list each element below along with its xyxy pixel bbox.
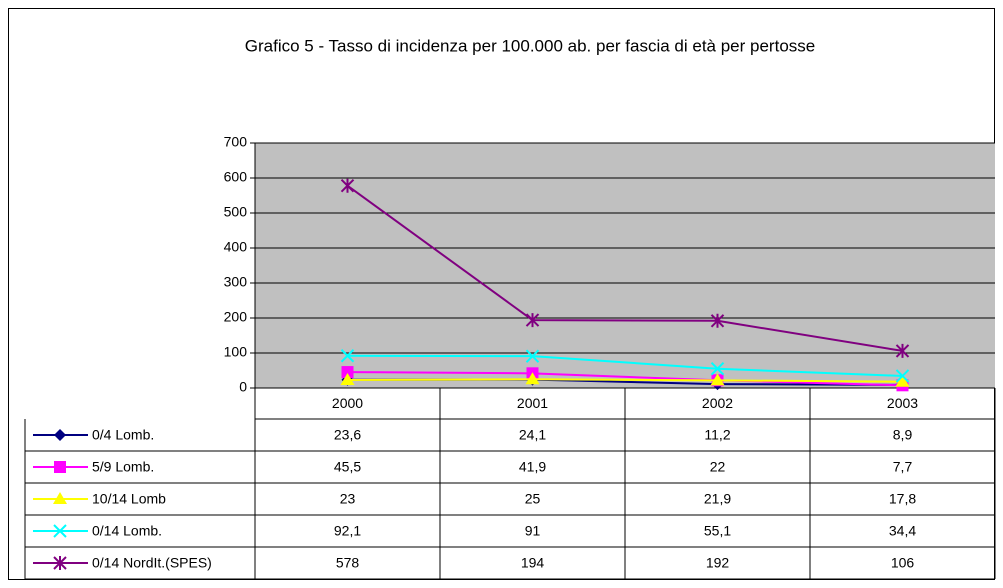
table-cell: 194	[521, 555, 545, 571]
table-cell: 55,1	[704, 523, 731, 539]
table-cell: 106	[891, 555, 915, 571]
marker	[525, 372, 540, 385]
series-line	[346, 184, 903, 352]
marker	[340, 372, 355, 385]
marker	[54, 429, 66, 441]
y-tick-label: 0	[239, 379, 247, 395]
marker	[895, 369, 910, 383]
table-cell: 45,5	[334, 459, 361, 475]
table-cell: 92,1	[334, 523, 361, 539]
y-tick-label: 500	[224, 204, 248, 220]
series-line	[347, 378, 903, 383]
y-tick-label: 100	[224, 344, 248, 360]
y-tick-label: 200	[224, 309, 248, 325]
x-tick-label: 2003	[887, 395, 918, 411]
table-cell: 192	[706, 555, 730, 571]
marker	[341, 366, 354, 379]
table-cell: 7,7	[893, 459, 913, 475]
table-cell: 23	[340, 491, 356, 507]
table-cell: 91	[525, 523, 541, 539]
series-line	[347, 371, 903, 387]
marker	[525, 349, 540, 363]
series-line	[347, 354, 903, 377]
marker	[710, 373, 725, 386]
marker	[53, 492, 67, 504]
legend-label: 0/14 NordIt.(SPES)	[92, 555, 212, 571]
table-cell: 34,4	[889, 523, 916, 539]
table-cell: 41,9	[519, 459, 546, 475]
x-tick-label: 2000	[332, 395, 363, 411]
legend-label: 10/14 Lomb	[92, 491, 166, 507]
y-tick-label: 300	[224, 274, 248, 290]
table-cell: 17,8	[889, 491, 916, 507]
plot-area	[255, 143, 995, 388]
marker	[525, 313, 540, 328]
table-cell: 11,2	[704, 427, 730, 443]
marker	[895, 343, 910, 358]
table-cell: 21,9	[704, 491, 731, 507]
y-tick-label: 400	[224, 239, 248, 255]
x-tick-label: 2001	[517, 395, 548, 411]
y-tick-label: 700	[224, 134, 248, 150]
chart-title: Grafico 5 - Tasso di incidenza per 100.0…	[245, 36, 815, 55]
table-cell: 22	[710, 459, 726, 475]
table-cell: 24,1	[519, 427, 546, 443]
marker	[340, 349, 355, 363]
y-tick-label: 600	[224, 169, 248, 185]
marker	[53, 556, 67, 570]
x-tick-label: 2002	[702, 395, 733, 411]
marker	[895, 374, 910, 387]
marker	[54, 461, 66, 473]
marker	[710, 362, 725, 376]
legend-label: 0/14 Lomb.	[92, 523, 162, 539]
legend-label: 0/4 Lomb.	[92, 427, 154, 443]
table-cell: 578	[336, 555, 360, 571]
legend-label: 5/9 Lomb.	[92, 459, 154, 475]
marker	[53, 524, 67, 538]
marker	[340, 178, 355, 193]
marker	[710, 313, 725, 328]
table-cell: 8,9	[893, 427, 913, 443]
table-cell: 25	[525, 491, 541, 507]
table-cell: 23,6	[334, 427, 361, 443]
